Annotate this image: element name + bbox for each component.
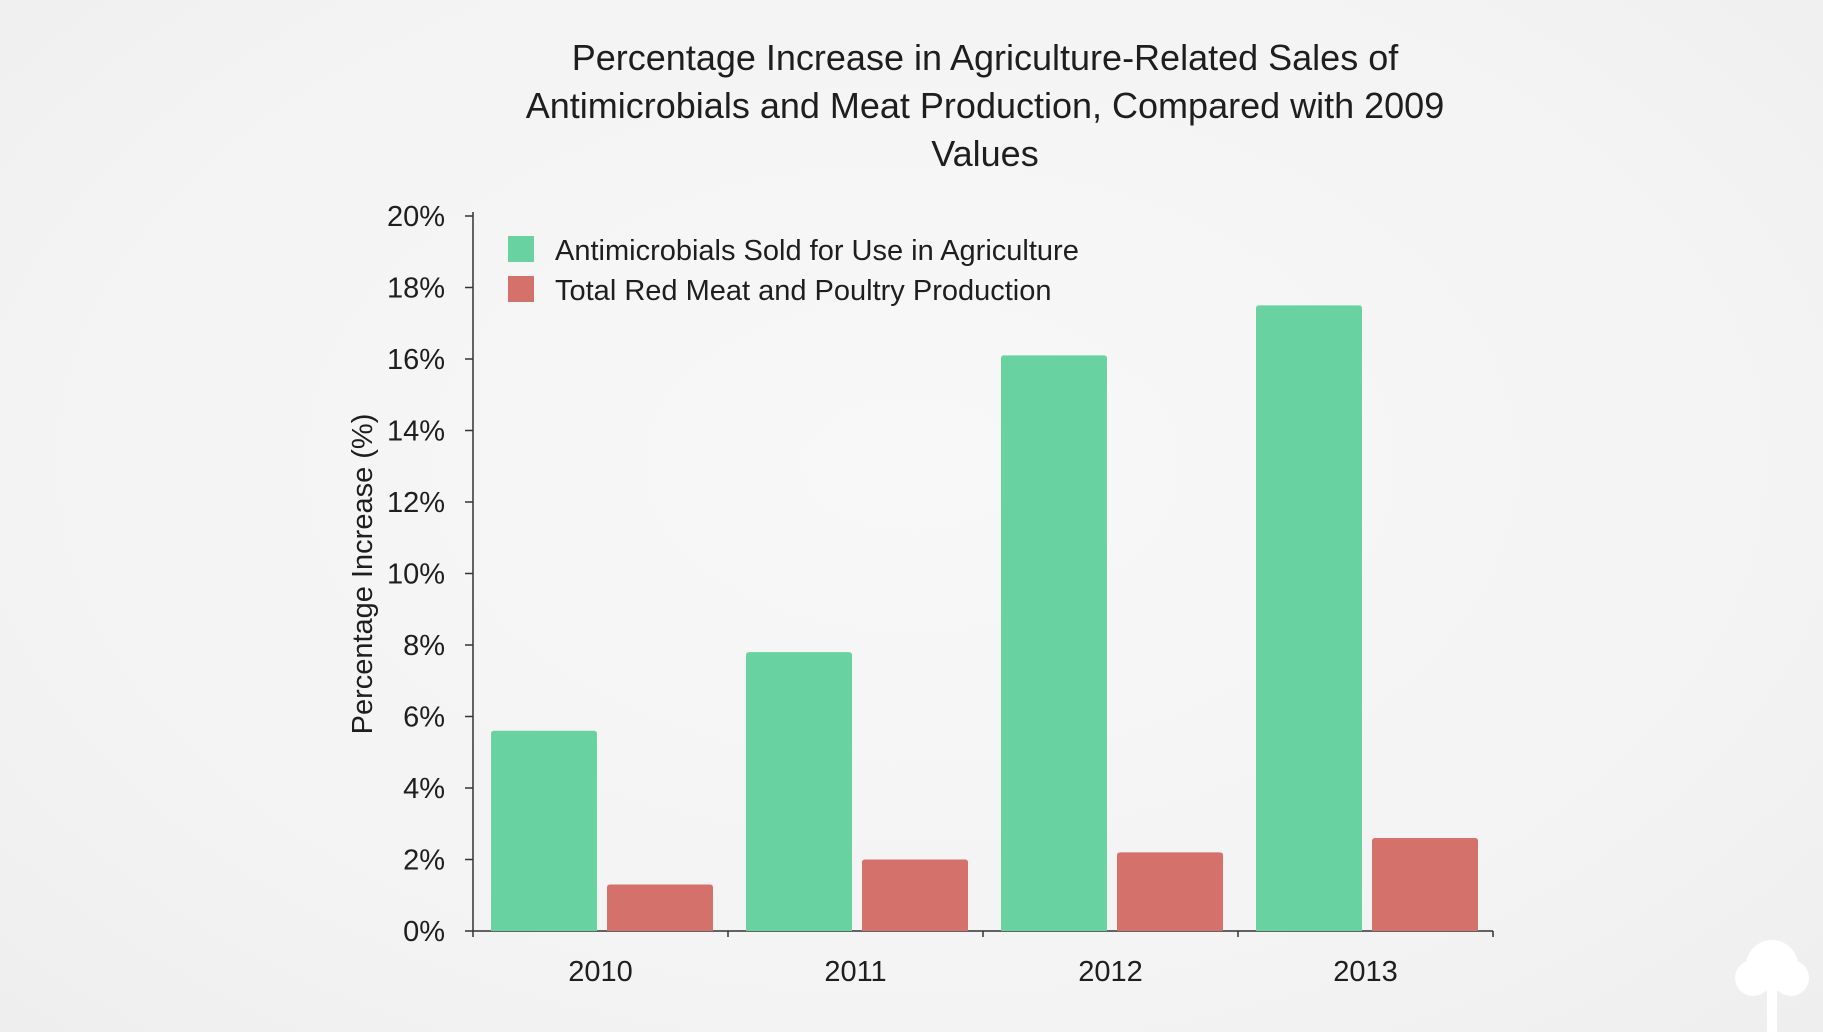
legend-swatch — [508, 276, 534, 302]
legend-swatch — [508, 236, 534, 262]
bar-meat-production-2010 — [607, 884, 713, 931]
y-axis-title: Percentage Increase (%) — [347, 414, 379, 735]
bar-meat-production-2013 — [1372, 838, 1478, 931]
x-tick-label: 2011 — [824, 956, 886, 988]
y-tick-label: 6% — [403, 702, 445, 734]
bar-meat-production-2012 — [1117, 852, 1223, 931]
y-tick-label: 14% — [387, 416, 445, 448]
bar-antimicrobials-2011 — [746, 652, 852, 931]
y-tick-label: 10% — [387, 559, 445, 591]
y-tick-label: 18% — [387, 273, 445, 305]
y-tick-label: 16% — [387, 344, 445, 376]
legend-label: Antimicrobials Sold for Use in Agricultu… — [555, 235, 1079, 267]
y-tick-label: 4% — [403, 773, 445, 805]
y-tick-label: 0% — [403, 916, 445, 948]
chart-title: Percentage Increase in Agriculture-Relat… — [525, 37, 1445, 174]
x-tick-label: 2013 — [1333, 956, 1398, 988]
bar-meat-production-2011 — [862, 859, 968, 931]
y-tick-label: 12% — [387, 487, 445, 519]
bars — [491, 305, 1478, 931]
x-tick-label: 2010 — [568, 956, 633, 988]
legend: Antimicrobials Sold for Use in Agricultu… — [508, 235, 1079, 307]
y-tick-label: 20% — [387, 201, 445, 233]
y-tick-label: 2% — [403, 845, 445, 877]
bar-antimicrobials-2010 — [491, 730, 597, 931]
legend-label: Total Red Meat and Poultry Production — [555, 275, 1052, 307]
bar-antimicrobials-2013 — [1256, 305, 1362, 931]
y-axis: 0% 2% 4% 6% 8% 10% 12% 14% 16% 18% 20% — [387, 201, 474, 948]
y-tick-label: 8% — [403, 630, 445, 662]
x-axis: 2010 2011 2012 2013 — [472, 930, 1494, 988]
bar-antimicrobials-2012 — [1001, 355, 1107, 931]
x-tick-label: 2012 — [1078, 956, 1143, 988]
tree-icon — [1735, 940, 1809, 1032]
